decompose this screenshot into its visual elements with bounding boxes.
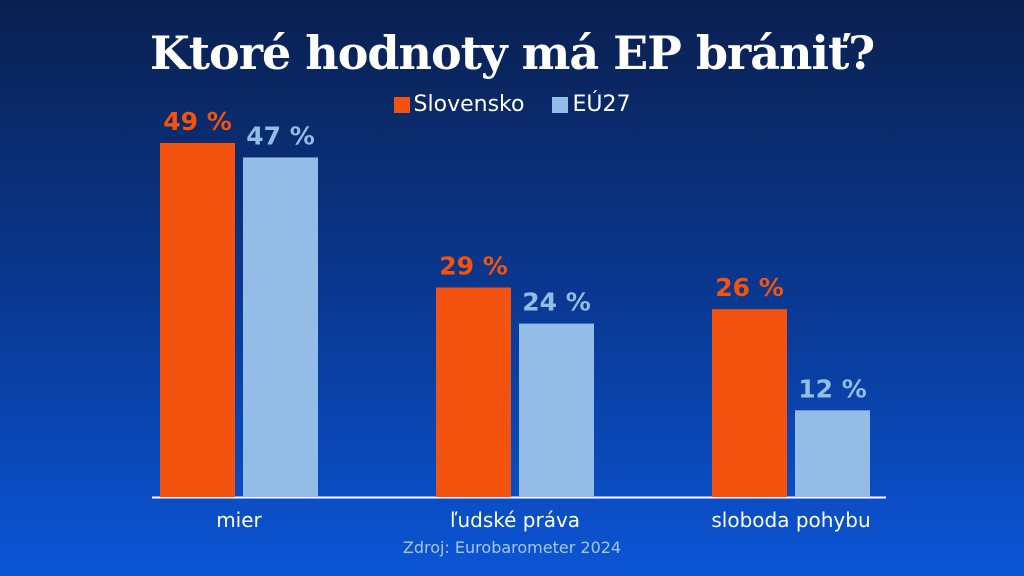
bar-slovensko-0 [160,143,235,497]
legend-item-slovensko: Slovensko [393,92,525,117]
legend-swatch-eu27 [552,96,569,113]
data-label-slovensko-1: 29 % [439,251,508,280]
legend: Slovensko EÚ27 [0,92,1024,117]
data-label-eu27-0: 47 % [246,121,315,150]
legend-label-eu27: EÚ27 [572,92,631,117]
category-label-0: mier [216,508,262,532]
category-label-1: ľudské práva [450,508,580,532]
chart-title: Ktoré hodnoty má EP brániť? [149,26,875,80]
bar-eu27-0 [243,157,318,497]
data-label-eu27-1: 24 % [522,288,591,317]
legend-item-eu27: EÚ27 [552,92,630,117]
data-label-slovensko-2: 26 % [715,273,784,302]
data-label-eu27-2: 12 % [798,374,867,403]
data-label-slovensko-0: 49 % [163,107,232,136]
category-label-2: sloboda pohybu [711,508,870,532]
source-note: Zdroj: Eurobarometer 2024 [402,538,622,557]
bar-slovensko-1 [436,287,511,497]
legend-swatch-slovensko [393,96,410,113]
bar-slovensko-2 [712,309,787,497]
bar-eu27-1 [519,323,594,497]
bar-eu27-2 [795,410,870,497]
legend-label-slovensko: Slovensko [413,92,525,117]
